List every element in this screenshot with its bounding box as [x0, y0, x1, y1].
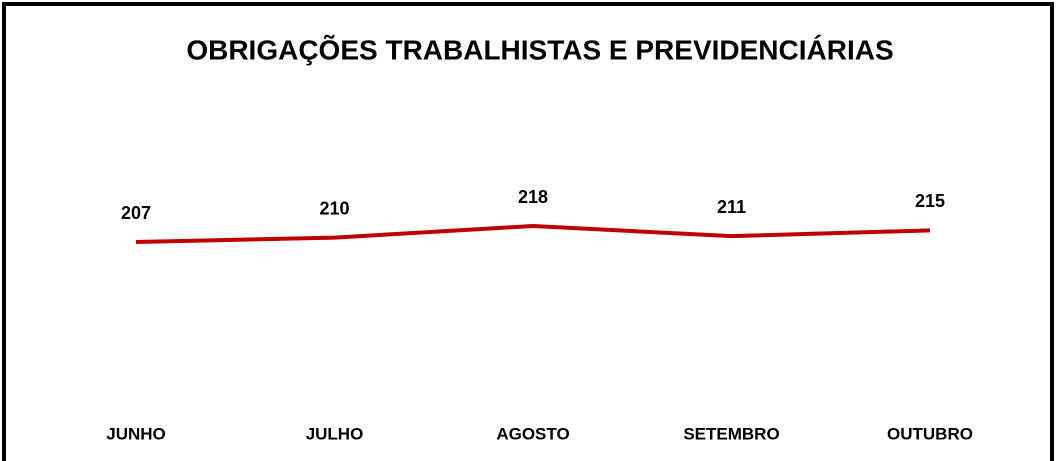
chart-title: OBRIGAÇÕES TRABALHISTAS E PREVIDENCIÁRIA… — [186, 34, 893, 65]
data-label: 215 — [915, 191, 945, 211]
x-tick-label: JULHO — [306, 424, 364, 443]
x-tick-label: SETEMBRO — [683, 424, 779, 443]
x-tick-label: AGOSTO — [496, 424, 569, 443]
x-tick-label: OUTUBRO — [887, 424, 973, 443]
data-label: 207 — [121, 203, 151, 223]
x-tick-label: JUNHO — [106, 424, 166, 443]
data-label: 210 — [319, 198, 349, 218]
data-label: 218 — [518, 187, 548, 207]
line — [135, 224, 931, 244]
data-label: 211 — [717, 197, 746, 217]
